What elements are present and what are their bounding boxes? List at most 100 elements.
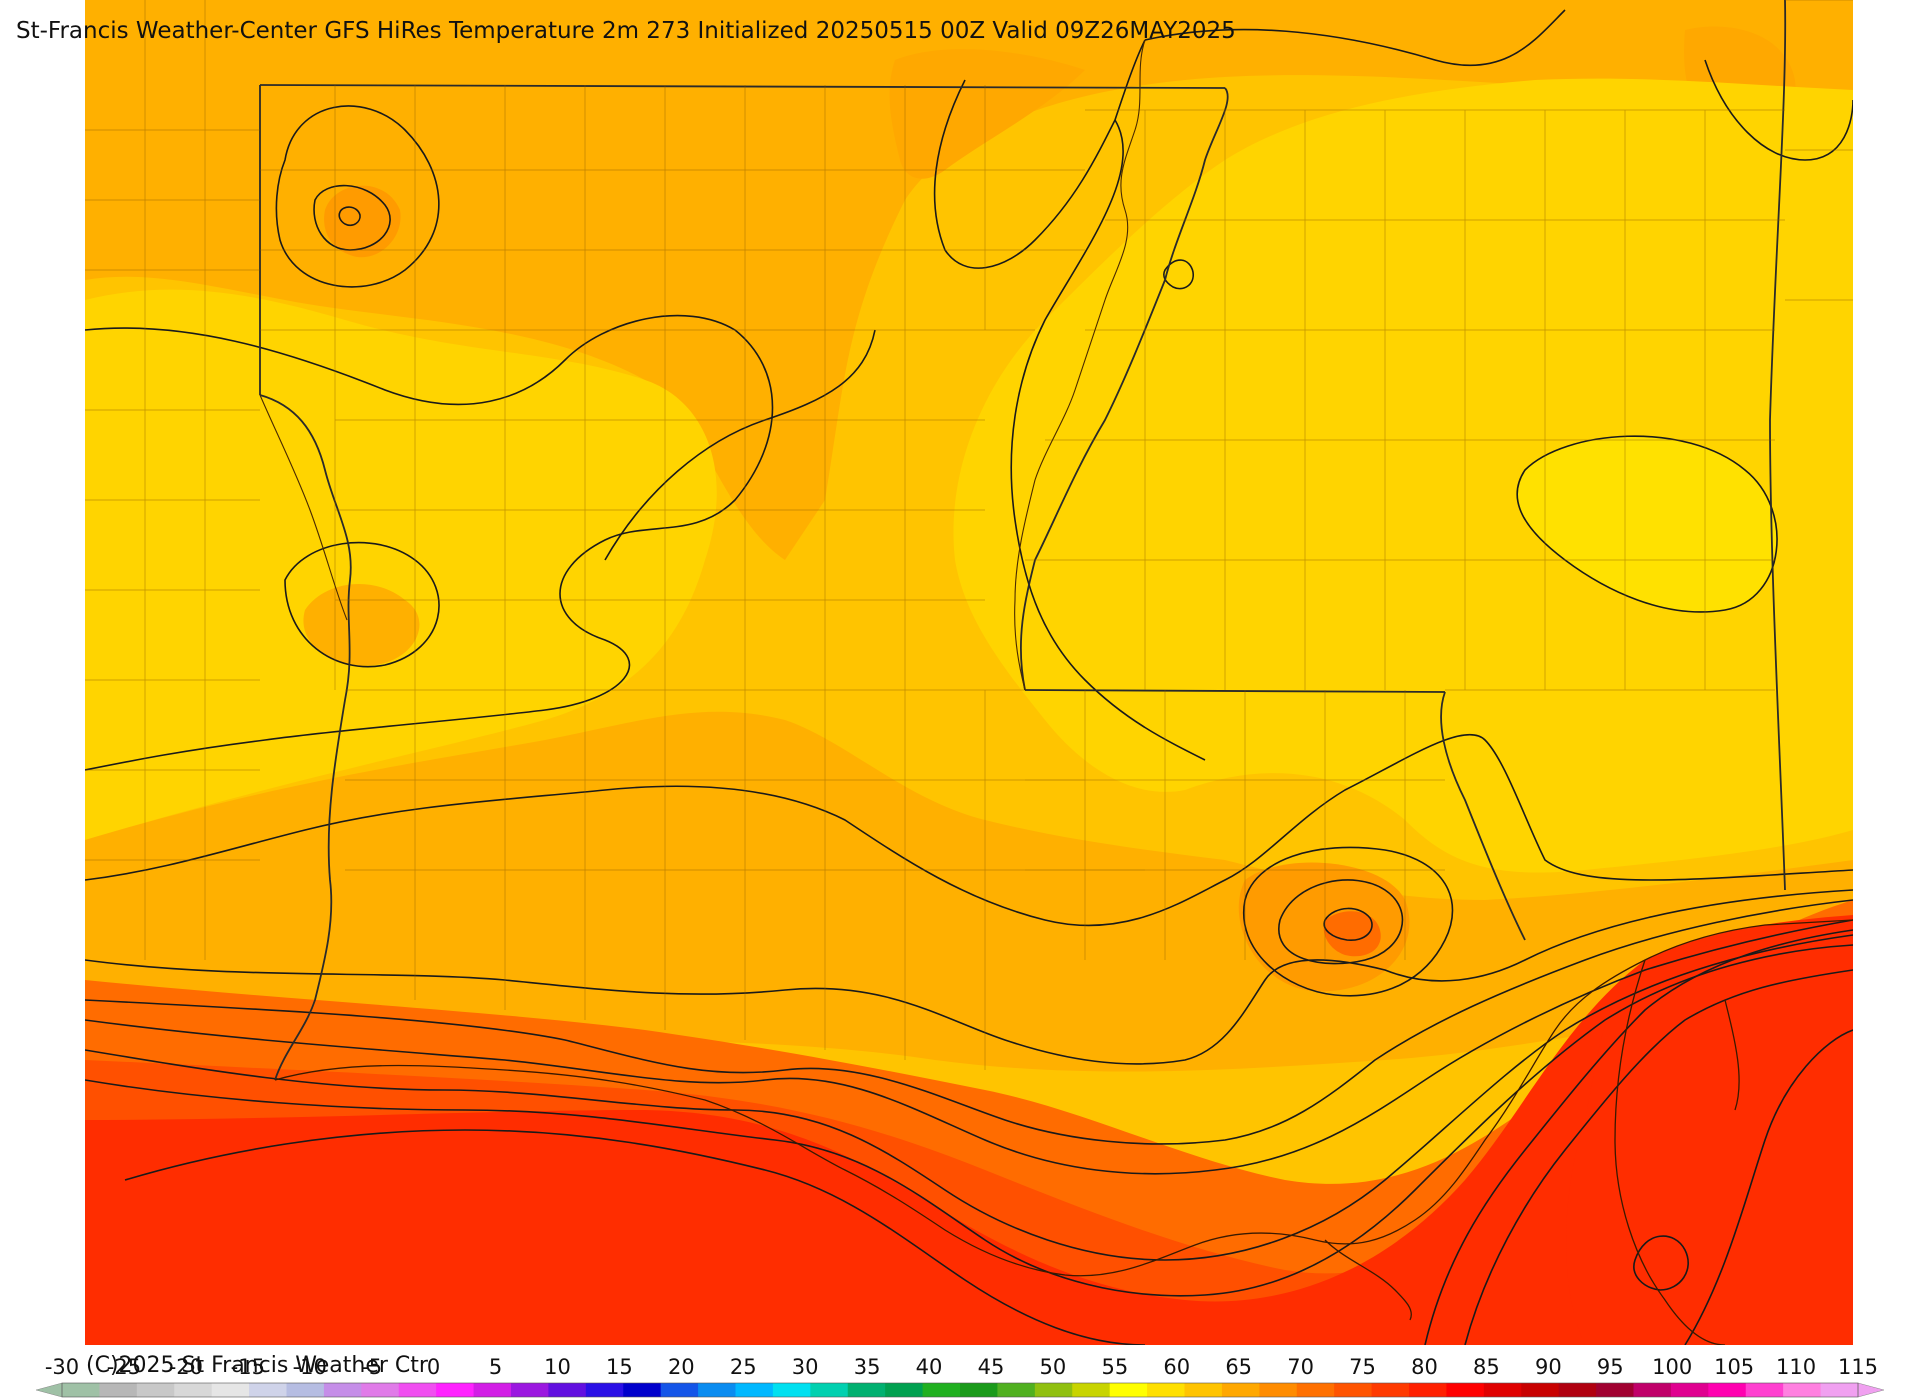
isotherm-line xyxy=(1464,969,1853,1345)
colorbar-swatch xyxy=(1670,1383,1709,1397)
colorbar-swatch xyxy=(585,1383,624,1397)
state-border xyxy=(1440,691,1526,941)
colorbar-tick-label: 70 xyxy=(1287,1355,1314,1379)
colorbar-tick-label: 115 xyxy=(1838,1355,1878,1379)
temperature-band-north-orange xyxy=(85,0,1853,560)
colorbar-swatch xyxy=(1558,1383,1597,1397)
colorbar-tick-label: 0 xyxy=(427,1355,440,1379)
colorbar-swatch xyxy=(810,1383,849,1397)
temperature-field-florida-red xyxy=(1566,920,1853,1345)
colorbar: -30 -25 -20 -15 -10 -5 0 5 10 15 20 25 30 35 40 45 50 55 6… xyxy=(35,1355,1885,1398)
colorbar-swatch xyxy=(997,1383,1036,1397)
colorbar-swatch xyxy=(1334,1383,1373,1397)
colorbar-tick-label: -10 xyxy=(293,1355,327,1379)
colorbar-swatch xyxy=(885,1383,924,1397)
colorbar-swatch xyxy=(361,1383,400,1397)
temperature-hotspot-west xyxy=(303,583,420,666)
state-border xyxy=(1020,87,1229,691)
colorbar-swatch xyxy=(847,1383,886,1397)
colorbar-tick-label: 5 xyxy=(489,1355,502,1379)
colorbar-swatch xyxy=(62,1383,101,1397)
isotherm-line xyxy=(85,314,774,771)
temperature-field-gulf-red xyxy=(85,915,1853,1345)
colorbar-tick-labels: -30 -25 -20 -15 -10 -5 0 5 10 15 20 25 30 35 40 45 50 55 6… xyxy=(45,1355,1878,1379)
colorbar-swatch xyxy=(1596,1383,1635,1397)
isotherm-line xyxy=(85,934,1853,1261)
colorbar-swatch xyxy=(1221,1383,1260,1397)
colorbar-swatch xyxy=(286,1383,325,1397)
isotherm-line xyxy=(85,899,1853,1145)
coastline-path xyxy=(274,919,1853,1277)
isotherm-line xyxy=(85,919,1853,1175)
colorbar-swatches xyxy=(35,1382,1885,1398)
county-boundaries xyxy=(85,0,1853,1070)
colorbar-swatch xyxy=(660,1383,699,1397)
colorbar-swatch xyxy=(1109,1383,1148,1397)
colorbar-swatch xyxy=(1783,1383,1822,1397)
isotherm-line xyxy=(313,184,391,251)
colorbar-swatch xyxy=(1483,1383,1522,1397)
colorbar-swatch xyxy=(1708,1383,1747,1397)
colorbar-swatch xyxy=(548,1383,587,1397)
florida-keys xyxy=(1724,999,1740,1111)
colorbar-tick-label: 65 xyxy=(1225,1355,1252,1379)
colorbar-swatch xyxy=(1034,1383,1073,1397)
colorbar-swatch xyxy=(1296,1383,1335,1397)
colorbar-swatch xyxy=(623,1383,662,1397)
red-river xyxy=(259,394,348,621)
map-title: St-Francis Weather-Center GFS HiRes Temp… xyxy=(16,18,1236,44)
colorbar-tick-label: 85 xyxy=(1473,1355,1500,1379)
colorbar-swatch xyxy=(772,1383,811,1397)
colorbar-swatch xyxy=(698,1383,737,1397)
colorbar-tick-label: 35 xyxy=(854,1355,881,1379)
copyright-text: (C)2025 St Francis Weather Ctr xyxy=(86,1353,428,1378)
colorbar-swatch xyxy=(174,1383,213,1397)
colorbar-tick-label: -25 xyxy=(107,1355,141,1379)
isotherm-line xyxy=(1633,1235,1689,1291)
isotherm-line xyxy=(1684,1029,1853,1345)
colorbar-tick-label: -20 xyxy=(169,1355,203,1379)
colorbar-swatch xyxy=(1521,1383,1560,1397)
colorbar-right-arrow xyxy=(1857,1382,1885,1398)
colorbar-swatch xyxy=(1745,1383,1784,1397)
isotherm-line xyxy=(284,541,440,668)
colorbar-tick-label: 100 xyxy=(1652,1355,1692,1379)
state-border xyxy=(1769,0,1787,891)
colorbar-tick-label: 10 xyxy=(544,1355,571,1379)
isotherm-contours xyxy=(85,9,1853,1345)
colorbar-tick-label: 105 xyxy=(1714,1355,1754,1379)
colorbar-swatch xyxy=(735,1383,774,1397)
temperature-hotspot-n xyxy=(889,49,1085,179)
isotherm-line xyxy=(933,39,1146,269)
temperature-hotspot-east-lightyellow xyxy=(1517,436,1778,612)
isotherm-line xyxy=(1010,119,1206,761)
isotherm-line xyxy=(1323,907,1373,941)
florida-coast xyxy=(1614,959,1726,1345)
state-border xyxy=(1024,689,1446,693)
isotherm-line xyxy=(85,733,1853,927)
coastline xyxy=(274,919,1853,1345)
colorbar-swatch xyxy=(960,1383,999,1397)
colorbar-swatch xyxy=(1184,1383,1223,1397)
isotherm-line xyxy=(1242,846,1454,997)
colorbar-swatch xyxy=(211,1383,250,1397)
colorbar-swatch xyxy=(1633,1383,1672,1397)
colorbar-tick-label: 110 xyxy=(1776,1355,1816,1379)
colorbar-swatch xyxy=(1446,1383,1485,1397)
isotherm-line xyxy=(124,1129,1146,1345)
colorbar-tick-label: 45 xyxy=(978,1355,1005,1379)
colorbar-swatch xyxy=(1820,1383,1859,1397)
colorbar-swatch xyxy=(323,1383,362,1397)
colorbar-tick-label: 15 xyxy=(606,1355,633,1379)
colorbar-tick-label: 95 xyxy=(1597,1355,1624,1379)
colorbar-tick-label: 55 xyxy=(1101,1355,1128,1379)
isotherm-line xyxy=(1144,9,1566,67)
isotherm-line xyxy=(1424,929,1853,1345)
state-boundaries xyxy=(259,0,1787,1081)
colorbar-tick-label: 80 xyxy=(1411,1355,1438,1379)
colorbar-frame xyxy=(61,1382,1859,1398)
colorbar-swatch xyxy=(1371,1383,1410,1397)
isotherm-line xyxy=(1704,59,1853,161)
isotherm-line xyxy=(85,944,1853,1297)
colorbar-swatch xyxy=(473,1383,512,1397)
